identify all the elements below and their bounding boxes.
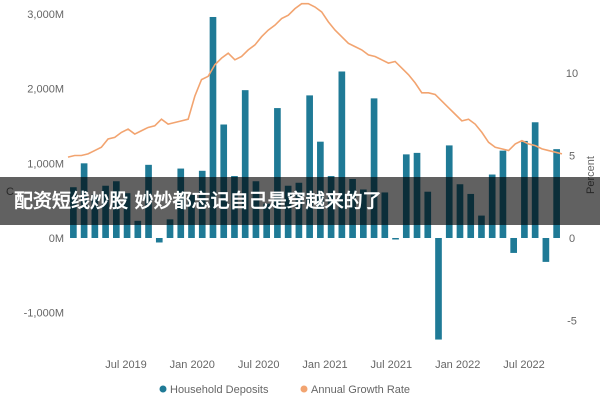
bar-household-deposits <box>338 71 346 239</box>
y-right-tick-label: -5 <box>567 316 577 328</box>
caption-text: 配资短线炒股 妙妙都忘记自己是穿越来的了 ​ ​ ​ <box>14 190 402 212</box>
bar-household-deposits <box>510 238 517 253</box>
bar-household-deposits <box>435 238 442 340</box>
y-left-ticks: 3,000M 2,000M 1,000M 0M -1,000M <box>24 9 64 320</box>
x-tick-label: Jul 2019 <box>105 359 147 371</box>
y-right-tick-label: 10 <box>566 68 578 80</box>
legend-marker-household-deposits <box>159 385 167 393</box>
y-right-tick-label: 0 <box>569 233 575 245</box>
x-tick-label: Jan 2020 <box>170 359 215 371</box>
bar-household-deposits <box>478 215 485 238</box>
bar-household-deposits <box>542 238 550 262</box>
legend-label-annual-growth-rate: Annual Growth Rate <box>311 384 410 396</box>
series-line-annual-growth-rate <box>67 2 563 158</box>
x-tick-label: Jul 2022 <box>503 359 545 371</box>
bar-household-deposits <box>274 108 281 238</box>
bar-household-deposits <box>166 219 174 238</box>
y-right-ticks: 10 5 0 -5 <box>566 68 578 328</box>
bar-household-deposits <box>209 16 217 238</box>
legend-marker-annual-growth-rate <box>300 385 308 393</box>
x-tick-label: Jan 2021 <box>302 359 347 371</box>
y-left-tick-label: 1,000M <box>27 158 64 170</box>
y-left-tick-label: 0M <box>49 233 64 245</box>
x-tick-label: Jul 2021 <box>371 359 413 371</box>
caption-banner: 配资短线炒股 妙妙都忘记自己是穿越来的了 ​ ​ ​ <box>0 177 600 225</box>
x-tick-label: Jul 2020 <box>238 359 280 371</box>
y-left-tick-label: 2,000M <box>27 84 64 96</box>
y-left-tick-label: -1,000M <box>24 308 64 320</box>
bar-household-deposits <box>306 95 313 238</box>
x-tick-label: Jan 2022 <box>435 359 480 371</box>
bar-household-deposits <box>134 220 142 238</box>
legend: Household Deposits Annual Growth Rate <box>159 384 410 396</box>
bar-household-deposits <box>155 238 163 243</box>
legend-label-household-deposits: Household Deposits <box>170 384 269 396</box>
x-ticks: Jul 2019 Jan 2020 Jul 2020 Jan 2021 Jul 2021… <box>105 359 545 371</box>
bar-household-deposits <box>241 90 249 238</box>
bar-household-deposits <box>392 238 399 240</box>
y-right-tick-label: 5 <box>569 151 575 163</box>
y-left-tick-label: 3,000M <box>27 9 64 21</box>
bar-household-deposits <box>370 98 378 239</box>
